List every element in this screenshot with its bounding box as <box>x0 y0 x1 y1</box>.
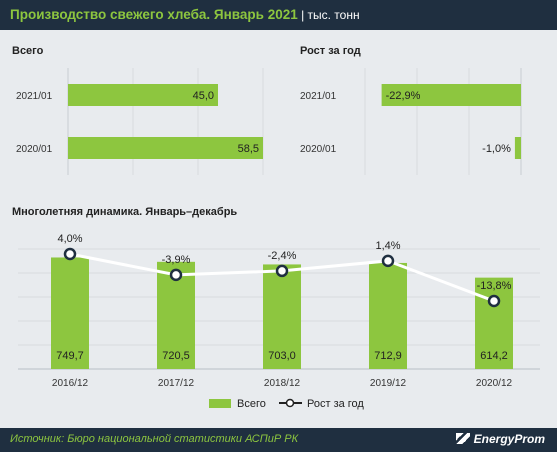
value-label: -22,9% <box>386 90 421 102</box>
legend-swatch-marker <box>285 398 295 408</box>
bar <box>51 257 89 369</box>
legend-label: Всего <box>237 398 266 410</box>
chart1-title: Всего <box>12 45 44 57</box>
growth-point <box>381 254 395 268</box>
growth-label: 4,0% <box>57 233 82 245</box>
title-text: Производство свежего хлеба. Январь 2021 <box>10 7 298 22</box>
growth-label: -13,8% <box>477 280 512 292</box>
x-tick-label: 2019/12 <box>370 378 407 389</box>
value-label: -1,0% <box>482 143 511 155</box>
value-label: 45,0 <box>193 90 214 102</box>
brand-logo-text: EnergyProm <box>473 432 545 446</box>
category-label: 2020/01 <box>16 144 53 155</box>
energyprom-logo-icon <box>455 433 470 444</box>
x-tick-label: 2020/12 <box>476 378 513 389</box>
category-label: 2021/01 <box>16 91 53 102</box>
growth-point <box>487 294 501 308</box>
bar-value-label: 614,2 <box>480 350 508 362</box>
bar <box>475 277 513 369</box>
category-label: 2020/01 <box>300 144 337 155</box>
x-tick-label: 2017/12 <box>158 378 195 389</box>
total-bar-chart: 2021/01 45,0 2020/01 58,5 <box>16 68 264 175</box>
value-label: 58,5 <box>238 143 259 155</box>
bar <box>68 137 263 159</box>
unit-label: | тыс. тонн <box>297 8 360 22</box>
source-note: Источник: Бюро национальной статистики А… <box>10 433 299 445</box>
bar <box>369 262 407 369</box>
growth-label: 1,4% <box>375 240 400 252</box>
category-label: 2021/01 <box>300 91 337 102</box>
bar-value-label: 749,7 <box>56 350 84 362</box>
growth-bar-chart: 2021/01 -22,9% 2020/01 -1,0% <box>300 68 522 175</box>
x-tick-label: 2016/12 <box>52 378 89 389</box>
growth-point <box>169 268 183 282</box>
bar <box>514 137 521 159</box>
bar-value-label: 712,9 <box>374 350 402 362</box>
dynamics-combo-chart: 749,7 2016/12 720,5 2017/12 703,0 2018/12 712,… <box>18 233 540 410</box>
growth-label: -3,9% <box>162 254 191 266</box>
header-bar: Производство свежего хлеба. Январь 2021 … <box>0 0 557 30</box>
growth-point <box>275 264 289 278</box>
page-title: Производство свежего хлеба. Январь 2021 … <box>10 7 360 22</box>
chart2-title: Рост за год <box>300 45 361 57</box>
legend-swatch-bar <box>209 399 231 408</box>
bar <box>68 84 218 106</box>
chart3-title: Многолетняя динамика. Январь–декабрь <box>12 206 238 218</box>
footer-bar: Источник: Бюро национальной статистики А… <box>0 428 557 452</box>
growth-label: -2,4% <box>268 250 297 262</box>
bar <box>381 84 521 106</box>
bar-value-label: 703,0 <box>268 350 296 362</box>
bar <box>263 264 301 369</box>
growth-point <box>63 247 77 261</box>
bar-value-label: 720,5 <box>162 350 190 362</box>
x-tick-label: 2018/12 <box>264 378 301 389</box>
legend-label: Рост за год <box>307 398 364 410</box>
brand-logo: EnergyProm <box>455 432 545 446</box>
